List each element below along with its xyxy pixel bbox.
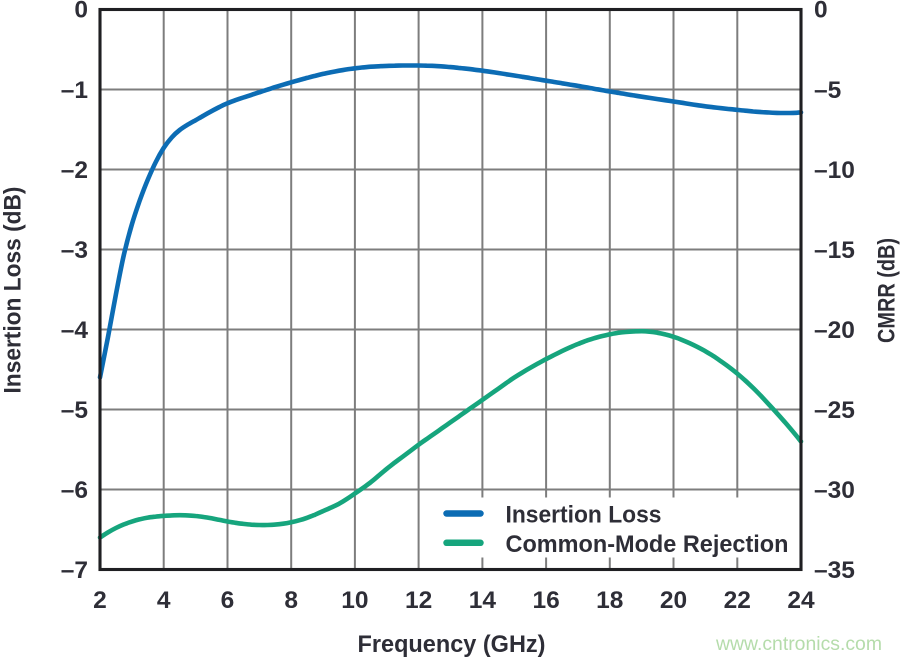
svg-text:22: 22: [724, 587, 751, 614]
svg-text:18: 18: [596, 587, 623, 614]
svg-text:Frequency (GHz): Frequency (GHz): [358, 631, 546, 658]
svg-text:–3: –3: [61, 237, 88, 264]
svg-text:–6: –6: [61, 477, 88, 504]
svg-text:–10: –10: [814, 157, 855, 184]
svg-text:–30: –30: [814, 477, 855, 504]
svg-text:14: 14: [469, 587, 497, 614]
svg-text:8: 8: [284, 587, 298, 614]
svg-text:–25: –25: [814, 397, 855, 424]
svg-text:2: 2: [93, 587, 107, 614]
svg-text:Insertion Loss: Insertion Loss: [506, 502, 662, 529]
svg-text:20: 20: [660, 587, 687, 614]
svg-text:–7: –7: [61, 557, 88, 584]
svg-text:4: 4: [157, 587, 171, 614]
svg-text:–5: –5: [61, 397, 88, 424]
svg-text:–1: –1: [61, 77, 88, 104]
svg-text:16: 16: [532, 587, 559, 614]
svg-text:–20: –20: [814, 317, 855, 344]
svg-text:–5: –5: [814, 77, 841, 104]
svg-text:24: 24: [787, 587, 815, 614]
svg-text:0: 0: [74, 0, 88, 24]
svg-text:Insertion Loss (dB): Insertion Loss (dB): [0, 187, 27, 394]
svg-text:–2: –2: [61, 157, 88, 184]
svg-text:12: 12: [405, 587, 432, 614]
svg-text:6: 6: [221, 587, 235, 614]
svg-text:–35: –35: [814, 557, 855, 584]
svg-text:0: 0: [814, 0, 828, 24]
svg-text:Common-Mode Rejection: Common-Mode Rejection: [506, 531, 789, 558]
svg-text:www.cntronics.com: www.cntronics.com: [715, 633, 882, 655]
svg-text:–4: –4: [61, 317, 89, 344]
svg-text:CMRR (dB): CMRR (dB): [874, 238, 900, 343]
svg-text:–15: –15: [814, 237, 855, 264]
svg-text:10: 10: [341, 587, 368, 614]
